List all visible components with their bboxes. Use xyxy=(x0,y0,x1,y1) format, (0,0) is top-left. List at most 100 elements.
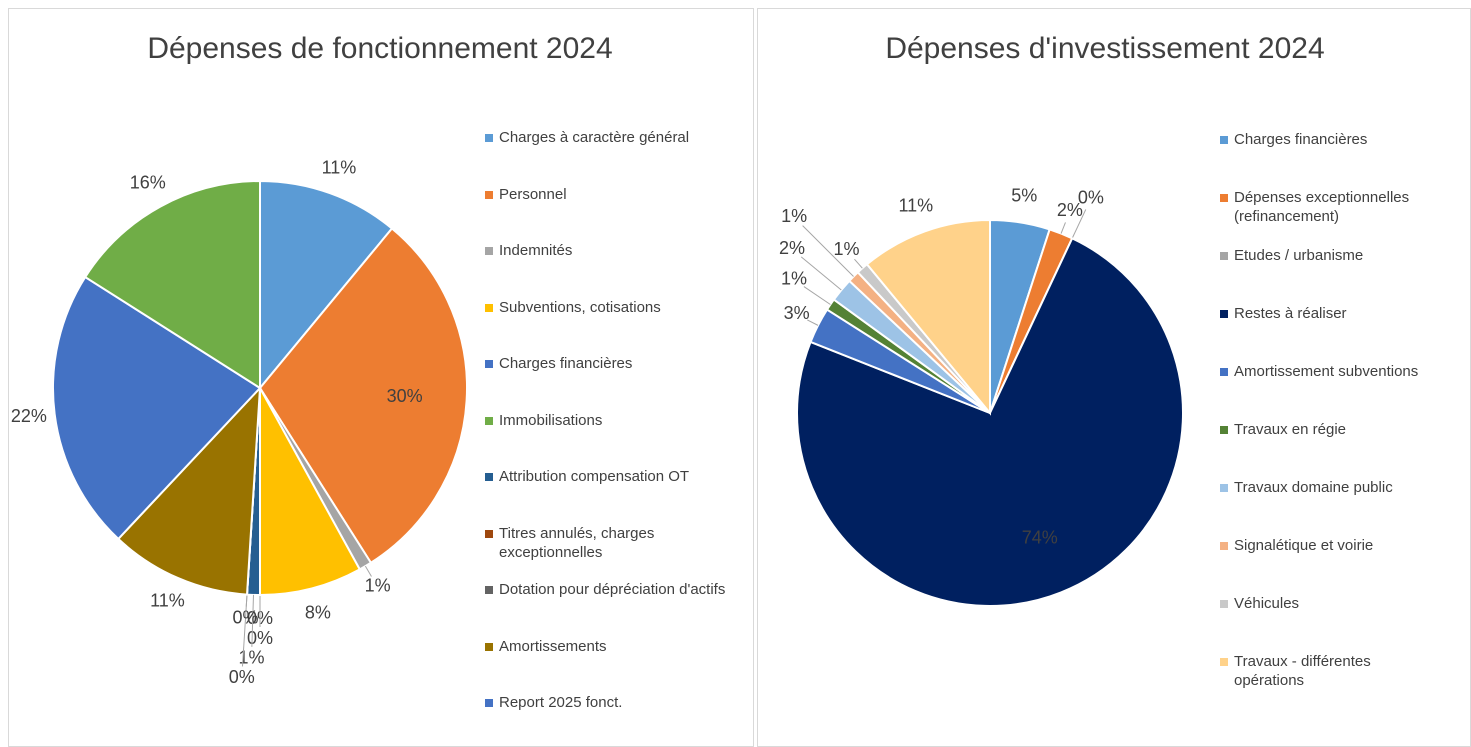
data-label: 2% xyxy=(779,238,805,258)
chart-title: Dépenses d'investissement 2024 xyxy=(885,32,1324,65)
legend-swatch xyxy=(485,190,493,199)
data-label: 5% xyxy=(1011,185,1037,205)
data-label: 2% xyxy=(1057,200,1083,220)
legend-item: Travaux - différentes opérations xyxy=(1220,652,1419,690)
leader-line xyxy=(807,319,819,326)
legend-label: Travaux domaine public xyxy=(1234,479,1393,496)
legend-item: Charges à caractère général xyxy=(485,128,734,147)
legend-swatch xyxy=(1220,136,1228,144)
legend-swatch xyxy=(1220,484,1228,492)
data-label: 3% xyxy=(784,303,810,323)
legend-item: Restes à réaliser xyxy=(1220,304,1419,323)
leader-line xyxy=(1060,222,1066,234)
data-label: 0% xyxy=(229,667,255,687)
legend-swatch xyxy=(485,473,493,481)
legend-swatch xyxy=(485,303,493,312)
legend-item: Report 2025 fonct. xyxy=(485,693,734,712)
legend-label: Subventions, cotisations xyxy=(499,298,661,316)
data-label: 11% xyxy=(322,158,357,178)
legend-label: Travaux en régie xyxy=(1234,421,1347,438)
legend-swatch xyxy=(485,360,493,368)
legend-item: Dépenses exceptionnelles (refinancement) xyxy=(1220,188,1419,226)
legend-swatch xyxy=(1220,658,1228,666)
data-label: 0% xyxy=(232,607,258,627)
legend-swatch xyxy=(1220,252,1228,260)
legend-swatch xyxy=(485,699,493,707)
pie-slice xyxy=(259,179,394,391)
legend-label: Signalétique et voirie xyxy=(1234,537,1374,554)
legend-swatch xyxy=(1220,426,1228,434)
data-label: 0% xyxy=(1078,187,1104,207)
legend-item: Charges financières xyxy=(485,354,734,373)
legend-item: Signalétique et voirie xyxy=(1220,536,1419,555)
leader-line xyxy=(251,594,254,647)
pie-slice xyxy=(259,387,362,597)
legend-item: Amortissements xyxy=(485,637,734,656)
legend-item: Immobilisations xyxy=(485,411,734,430)
legend-item: Charges financières xyxy=(1220,130,1419,149)
legend-item: Travaux domaine public xyxy=(1220,478,1419,497)
legend-label: Restes à réaliser xyxy=(1234,305,1347,322)
legend-item: Travaux en régie xyxy=(1220,420,1419,439)
legend-swatch xyxy=(1220,542,1228,550)
leader-line xyxy=(803,286,831,305)
legend-label: Charges financières xyxy=(499,355,633,372)
data-label: 11% xyxy=(898,196,933,216)
legend-label: Attribution compensation OT xyxy=(499,468,690,485)
leader-line xyxy=(854,258,863,269)
legend-item: Dotation pour dépréciation d'actifs xyxy=(485,580,734,599)
legend-swatch xyxy=(1220,310,1228,318)
legend-swatch xyxy=(485,134,493,142)
legend-label: Report 2025 fonct. xyxy=(499,694,623,711)
data-label: 16% xyxy=(130,173,166,193)
legend-label: Etudes / urbanisme xyxy=(1234,247,1364,264)
leader-line xyxy=(245,594,248,607)
legend-item: Attribution compensation OT xyxy=(485,467,734,486)
pie-slice xyxy=(865,218,991,416)
legend-item: Véhicules xyxy=(1220,594,1419,613)
legend-swatch xyxy=(1220,600,1228,608)
pie-slice xyxy=(83,179,261,390)
legend-item: Indemnités xyxy=(485,241,734,260)
pie-slice xyxy=(796,237,1185,607)
legend-label: Travaux - différentes opérations xyxy=(1234,653,1371,689)
legend-label: Charges à caractère général xyxy=(499,129,690,146)
data-label: 1% xyxy=(833,239,859,259)
pie-slice xyxy=(116,385,262,596)
leader-line xyxy=(1071,209,1087,239)
legend-label: Amortissements xyxy=(499,637,607,655)
legend-label: Indemnités xyxy=(499,242,573,259)
data-label: 30% xyxy=(387,386,423,406)
legend-item: Personnel xyxy=(485,185,734,204)
legend-label: Charges financières xyxy=(1234,131,1368,148)
data-label: 1% xyxy=(781,206,807,226)
legend-label: Dotation pour dépréciation d'actifs xyxy=(499,581,726,598)
leader-line xyxy=(800,256,842,291)
legend-swatch xyxy=(485,642,493,651)
data-label: 74% xyxy=(1022,527,1058,547)
data-label: 1% xyxy=(238,648,264,668)
legend-item: Subventions, cotisations xyxy=(485,298,734,317)
data-label: 11% xyxy=(150,591,185,611)
leader-line xyxy=(802,225,854,277)
legend-swatch xyxy=(485,586,493,594)
pie-slice xyxy=(258,227,468,565)
data-label: 0% xyxy=(247,628,273,648)
data-label: 1% xyxy=(365,576,391,596)
legend-item: Etudes / urbanisme xyxy=(1220,246,1419,265)
legend-label: Personnel xyxy=(499,185,567,203)
legend-item: Amortissement subventions xyxy=(1220,362,1419,381)
legend-label: Dépenses exceptionnelles (refinancement) xyxy=(1234,189,1410,225)
legend-swatch xyxy=(485,247,493,255)
legend-swatch xyxy=(1220,194,1228,202)
legend-swatch xyxy=(485,416,493,425)
legend-label: Titres annulés, charges exceptionnelles xyxy=(499,524,655,561)
chart-title: Dépenses de fonctionnement 2024 xyxy=(147,32,612,65)
legend-item: Titres annulés, charges exceptionnelles xyxy=(485,524,734,562)
legend-swatch xyxy=(485,529,493,538)
data-label: 1% xyxy=(781,269,807,289)
data-label: 8% xyxy=(305,602,331,622)
leader-line xyxy=(364,565,372,577)
